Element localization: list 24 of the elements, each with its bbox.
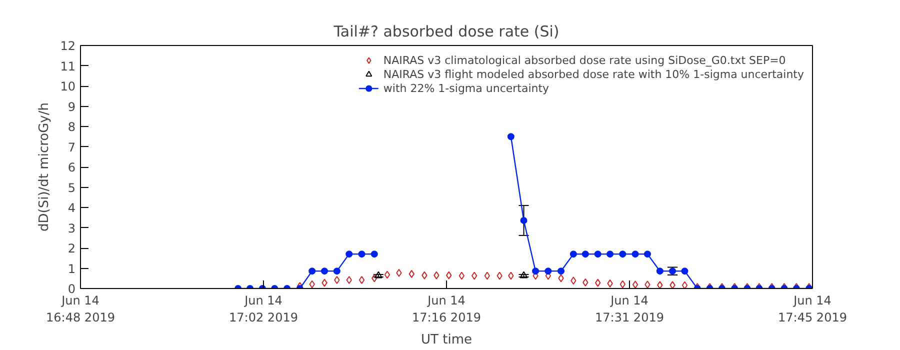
y-tick-label: 4 [68,201,76,215]
x-tick-label: Jun 14 17:45 2019 [778,294,847,324]
x-tick-label: Jun 14 17:31 2019 [595,294,664,324]
x-tick-label: Jun 14 17:16 2019 [412,294,481,324]
legend-label: with 22% 1-sigma uncertainty [383,81,550,95]
legend-label: NAIRAS v3 climatological absorbed dose rate using SiDose_G0.txt SEP=0 [383,53,786,67]
y-tick-label: 5 [68,180,76,195]
y-axis-title: dD(Si)/dt microGy/h [37,102,52,232]
y-tick-label: 0 [68,282,76,296]
y-tick-label: 12 [60,39,76,53]
y-tick-label: 9 [68,100,76,114]
legend-label: NAIRAS v3 flight modeled absorbed dose rate with 10% 1-sigma uncertainty [383,67,804,81]
y-tick-label: 7 [68,140,76,154]
y-tick-label: 2 [68,242,76,256]
x-tick-label: Jun 14 17:02 2019 [229,294,298,324]
chart-title: Tail#? absorbed dose rate (Si) [332,22,560,40]
y-tick-label: 10 [60,80,76,94]
y-tick-label: 11 [60,59,76,74]
y-tick-label: 6 [68,160,76,174]
x-tick-label: Jun 14 16:48 2019 [46,294,115,324]
y-tick-label: 8 [68,120,76,134]
y-tick-label: 3 [68,221,76,236]
x-axis-title: UT time [421,332,472,348]
y-tick-label: 1 [68,262,76,276]
